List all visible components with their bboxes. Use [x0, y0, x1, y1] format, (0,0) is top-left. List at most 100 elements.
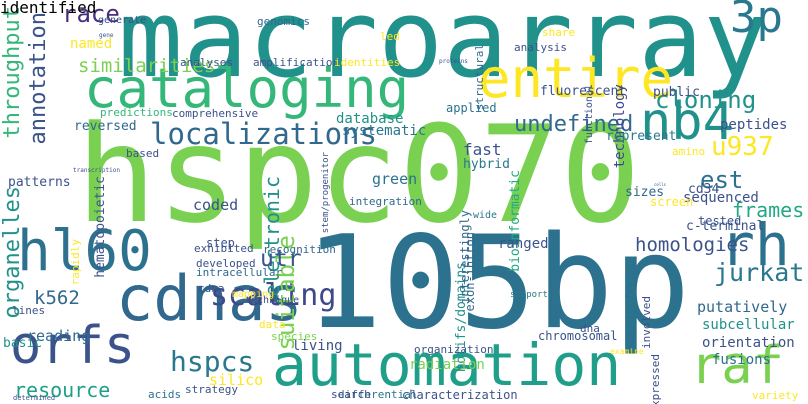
word: stem/progenitor — [321, 152, 331, 234]
word: technique — [245, 295, 300, 306]
word: annotation — [26, 12, 51, 145]
word: coded — [193, 196, 239, 214]
word: genomics — [257, 15, 310, 28]
word: hspc070 — [76, 97, 641, 253]
word: sizes — [625, 185, 665, 200]
word: est — [700, 166, 744, 194]
word: share — [542, 26, 576, 39]
word: silico — [209, 371, 264, 389]
word: step — [206, 236, 235, 250]
word: hl60 — [17, 219, 152, 284]
word: organelles — [0, 186, 25, 319]
word: chromosomal — [538, 329, 618, 343]
word: nb4 — [640, 92, 734, 152]
word: frames — [732, 198, 805, 222]
word: patterns — [8, 175, 71, 190]
word: sequenced — [683, 190, 759, 206]
word: hspcs — [170, 345, 255, 378]
word: developed — [196, 257, 256, 270]
word: throughput — [0, 6, 25, 139]
word: dna — [580, 322, 600, 335]
word: cells — [654, 182, 667, 187]
word: variety — [752, 389, 799, 402]
word: bioinformatic — [508, 170, 523, 272]
word: entire — [478, 47, 674, 110]
word: comprehensive — [172, 107, 259, 120]
word: automation — [272, 331, 622, 399]
word: represent — [606, 129, 677, 144]
word: gene — [99, 32, 114, 39]
word: 3p — [730, 0, 783, 43]
word: transcription — [73, 167, 120, 174]
word: amplification — [253, 56, 340, 69]
word: wide — [473, 210, 498, 221]
word: expressed — [649, 354, 662, 404]
word: c-terminal — [686, 219, 765, 234]
word: fusions — [712, 352, 772, 368]
word: rh — [720, 211, 790, 279]
word: cloning — [655, 86, 757, 114]
word: identities — [334, 56, 401, 69]
word: identified — [0, 0, 97, 17]
word: involved — [640, 296, 653, 349]
word: established — [623, 258, 636, 331]
word: raf — [690, 336, 784, 396]
word: putatively — [697, 298, 788, 316]
word: analysis — [514, 41, 567, 54]
word: data — [259, 318, 286, 331]
word: strategy — [185, 383, 238, 396]
word: intracellular — [196, 266, 283, 279]
word: subcellular — [702, 317, 795, 333]
word: organization — [414, 343, 494, 356]
word: lines — [12, 304, 46, 317]
word: search — [331, 388, 371, 401]
word: analyses — [180, 56, 233, 69]
word: fast — [463, 140, 502, 159]
word: undefined — [514, 112, 634, 137]
word: rapidly — [69, 239, 82, 286]
word: fluorescent — [540, 84, 627, 99]
word: resource — [14, 378, 111, 402]
word: recognition — [263, 243, 336, 256]
word: basic — [3, 336, 43, 351]
word: reversed — [74, 119, 137, 134]
word: examine — [610, 347, 644, 356]
word: localizations — [150, 117, 377, 151]
word: jurkat — [714, 258, 805, 287]
word: cdna — [198, 282, 225, 295]
word: interestingly — [458, 210, 472, 304]
word: living — [292, 338, 343, 354]
word: named — [70, 36, 113, 52]
word: generate — [98, 15, 147, 26]
word: reading — [27, 327, 91, 345]
word: public — [653, 85, 700, 100]
word: macroarray — [118, 0, 769, 102]
word: green — [372, 170, 418, 188]
word: similarities — [78, 55, 216, 77]
word: mapping — [232, 289, 275, 300]
word: functional — [584, 84, 595, 145]
word: support — [510, 290, 548, 300]
word: race — [62, 0, 120, 28]
word: orfs — [10, 316, 136, 376]
word: differential — [338, 388, 418, 401]
word: determined — [13, 394, 56, 402]
word: utr — [260, 246, 302, 272]
word: hybrid — [463, 157, 510, 172]
word: u937 — [711, 132, 774, 162]
word: tested — [698, 214, 742, 228]
word: 105bp — [305, 209, 691, 358]
word: ranged — [498, 236, 549, 252]
word: acids — [148, 388, 182, 401]
word: characterization — [402, 388, 518, 402]
word: hematopoietic — [93, 176, 108, 278]
word: scaling — [210, 278, 337, 313]
word: orientation — [702, 335, 795, 351]
word: cataloging — [84, 57, 410, 120]
word: led — [380, 30, 400, 43]
word: amino — [672, 145, 706, 158]
word: homologies — [635, 234, 750, 256]
word: predictions — [100, 106, 173, 119]
word: radiation — [409, 357, 485, 373]
